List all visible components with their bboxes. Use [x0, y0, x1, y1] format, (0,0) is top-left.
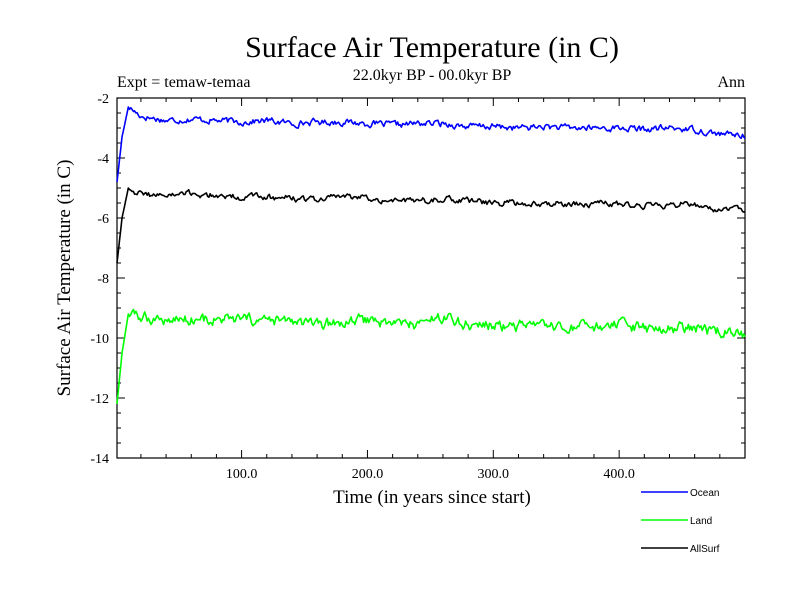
series-line-allsurf [116, 187, 746, 264]
period-label: Ann [717, 74, 745, 91]
series-line-land [116, 308, 746, 405]
chart-title: Surface Air Temperature (in C) [245, 31, 619, 64]
legend-label-land: Land [690, 516, 712, 527]
y-tick-label: -10 [90, 332, 109, 347]
y-tick-label: -6 [97, 212, 109, 227]
experiment-label: Expt = temaw-temaa [117, 74, 250, 91]
x-tick-label: 200.0 [352, 467, 384, 482]
y-tick-label: -12 [90, 392, 109, 407]
y-tick-label: -14 [90, 452, 109, 467]
axes: -14 -12 -10 -8 -6 -4 -2 100.0 200.0 300.0 400.0 [90, 92, 746, 482]
x-tick-label: 400.0 [603, 467, 635, 482]
y-tick-label: -8 [97, 272, 109, 287]
x-tick-label: 300.0 [478, 467, 510, 482]
plot-frame [116, 97, 746, 459]
chart-subtitle: 22.0kyr BP - 00.0kyr BP [353, 67, 512, 84]
legend: Ocean Land AllSurf [641, 488, 720, 555]
x-axis-label: Time (in years since start) [333, 487, 531, 508]
x-tick-label: 100.0 [226, 467, 258, 482]
legend-label-ocean: Ocean [690, 488, 719, 499]
legend-label-allsurf: AllSurf [690, 544, 720, 555]
series-line-ocean [116, 106, 746, 183]
series-lines [116, 106, 746, 405]
y-tick-label: -2 [97, 92, 109, 107]
y-tick-label: -4 [97, 152, 109, 167]
y-axis-label: Surface Air Temperature (in C) [54, 160, 75, 397]
